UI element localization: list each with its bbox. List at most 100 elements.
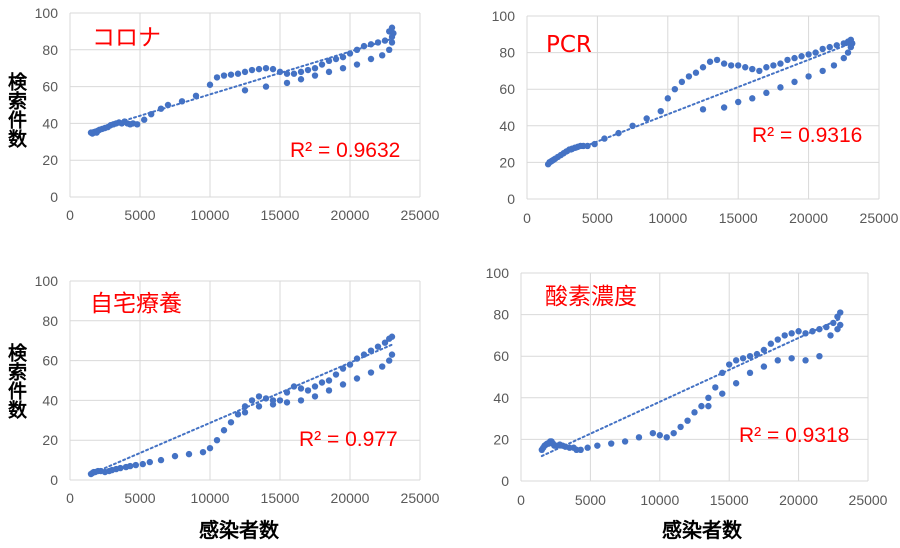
plot-area xyxy=(520,272,869,482)
data-point xyxy=(749,65,756,73)
data-point xyxy=(325,68,333,76)
x-tick-label: 5000 xyxy=(124,207,155,223)
data-point xyxy=(791,78,798,86)
data-point xyxy=(837,321,844,329)
data-point xyxy=(353,46,361,53)
title-korona: コロナ xyxy=(92,25,161,51)
data-point xyxy=(763,89,770,97)
data-point xyxy=(311,393,319,400)
data-point xyxy=(234,70,242,77)
x-tick-label: 0 xyxy=(66,490,74,506)
x-tick-label: 0 xyxy=(66,207,74,223)
y-tick-label: 0 xyxy=(501,473,509,489)
x-tick-label: 0 xyxy=(517,492,525,508)
y-tick-label: 60 xyxy=(42,79,58,95)
data-point xyxy=(774,357,781,364)
y-tick-label: 80 xyxy=(42,42,58,58)
data-point xyxy=(812,49,819,56)
data-point xyxy=(360,42,368,50)
data-point xyxy=(720,60,728,67)
data-point xyxy=(712,384,719,391)
trendline xyxy=(90,343,393,476)
data-point xyxy=(760,346,768,354)
data-point xyxy=(353,375,361,382)
data-point xyxy=(220,427,228,434)
x-tick-label: 0 xyxy=(523,210,531,226)
data-point xyxy=(311,65,319,72)
data-point xyxy=(671,86,679,93)
data-point xyxy=(767,340,775,347)
data-point xyxy=(763,64,770,71)
data-point xyxy=(367,41,375,48)
data-point xyxy=(591,140,598,148)
data-point xyxy=(164,101,172,109)
data-point xyxy=(823,323,830,331)
y-tick-label: 80 xyxy=(42,313,58,329)
data-point xyxy=(720,104,728,111)
data-point xyxy=(781,332,788,339)
data-point xyxy=(276,397,284,404)
data-point xyxy=(795,328,802,335)
data-point xyxy=(705,394,712,401)
data-point xyxy=(699,64,707,71)
data-point xyxy=(678,78,686,86)
data-point xyxy=(608,440,615,447)
data-point xyxy=(367,369,375,376)
data-point xyxy=(146,458,153,466)
chart-pcr: 0 20 40 60 80 100 0 5000 10000 15000 20000 25000 PCR… xyxy=(492,8,899,226)
data-point xyxy=(802,357,809,364)
data-point xyxy=(830,62,838,69)
data-point xyxy=(698,402,705,410)
data-point xyxy=(584,142,591,150)
data-point xyxy=(601,135,608,142)
data-point xyxy=(381,37,389,44)
data-point xyxy=(206,81,214,88)
data-point xyxy=(367,347,375,354)
data-point xyxy=(816,353,823,360)
data-point xyxy=(367,55,375,63)
data-point xyxy=(248,66,256,74)
x-tick-label: 15000 xyxy=(261,207,300,223)
data-point xyxy=(777,84,784,91)
data-point xyxy=(388,24,396,31)
data-point xyxy=(139,460,146,468)
data-point xyxy=(742,64,749,71)
data-point xyxy=(663,434,670,441)
data-point xyxy=(788,330,795,337)
data-point xyxy=(318,61,326,68)
data-point xyxy=(656,432,663,439)
data-point xyxy=(325,377,333,384)
x-tick-label: 5000 xyxy=(124,490,155,506)
data-point xyxy=(753,350,761,358)
data-point xyxy=(283,399,291,406)
data-point xyxy=(248,397,256,404)
y-tick-label: 100 xyxy=(492,8,516,24)
data-point xyxy=(816,325,823,333)
y-tick-label: 60 xyxy=(493,348,509,364)
data-point xyxy=(719,390,726,397)
title-jitaku-ryoyo: 自宅療養 xyxy=(90,291,182,317)
trendline xyxy=(540,317,842,458)
data-point xyxy=(220,72,228,79)
data-point xyxy=(739,355,747,362)
data-point xyxy=(325,387,333,394)
data-point xyxy=(760,363,768,370)
data-point xyxy=(374,343,382,350)
data-point xyxy=(297,397,305,404)
data-point xyxy=(719,369,726,377)
data-point xyxy=(594,442,601,449)
data-point xyxy=(304,66,312,74)
r-squared-annotation: R² = 0.9318 xyxy=(739,424,849,447)
data-point xyxy=(381,339,389,346)
data-point xyxy=(346,50,354,57)
title-pcr: PCR xyxy=(546,32,592,58)
data-point xyxy=(178,98,186,105)
data-point xyxy=(141,116,148,123)
data-point xyxy=(353,61,361,68)
data-point xyxy=(798,53,805,60)
data-point xyxy=(732,380,740,387)
data-point xyxy=(840,54,847,62)
data-point xyxy=(374,39,382,46)
y-tick-label: 100 xyxy=(35,273,59,289)
data-point xyxy=(290,383,298,390)
